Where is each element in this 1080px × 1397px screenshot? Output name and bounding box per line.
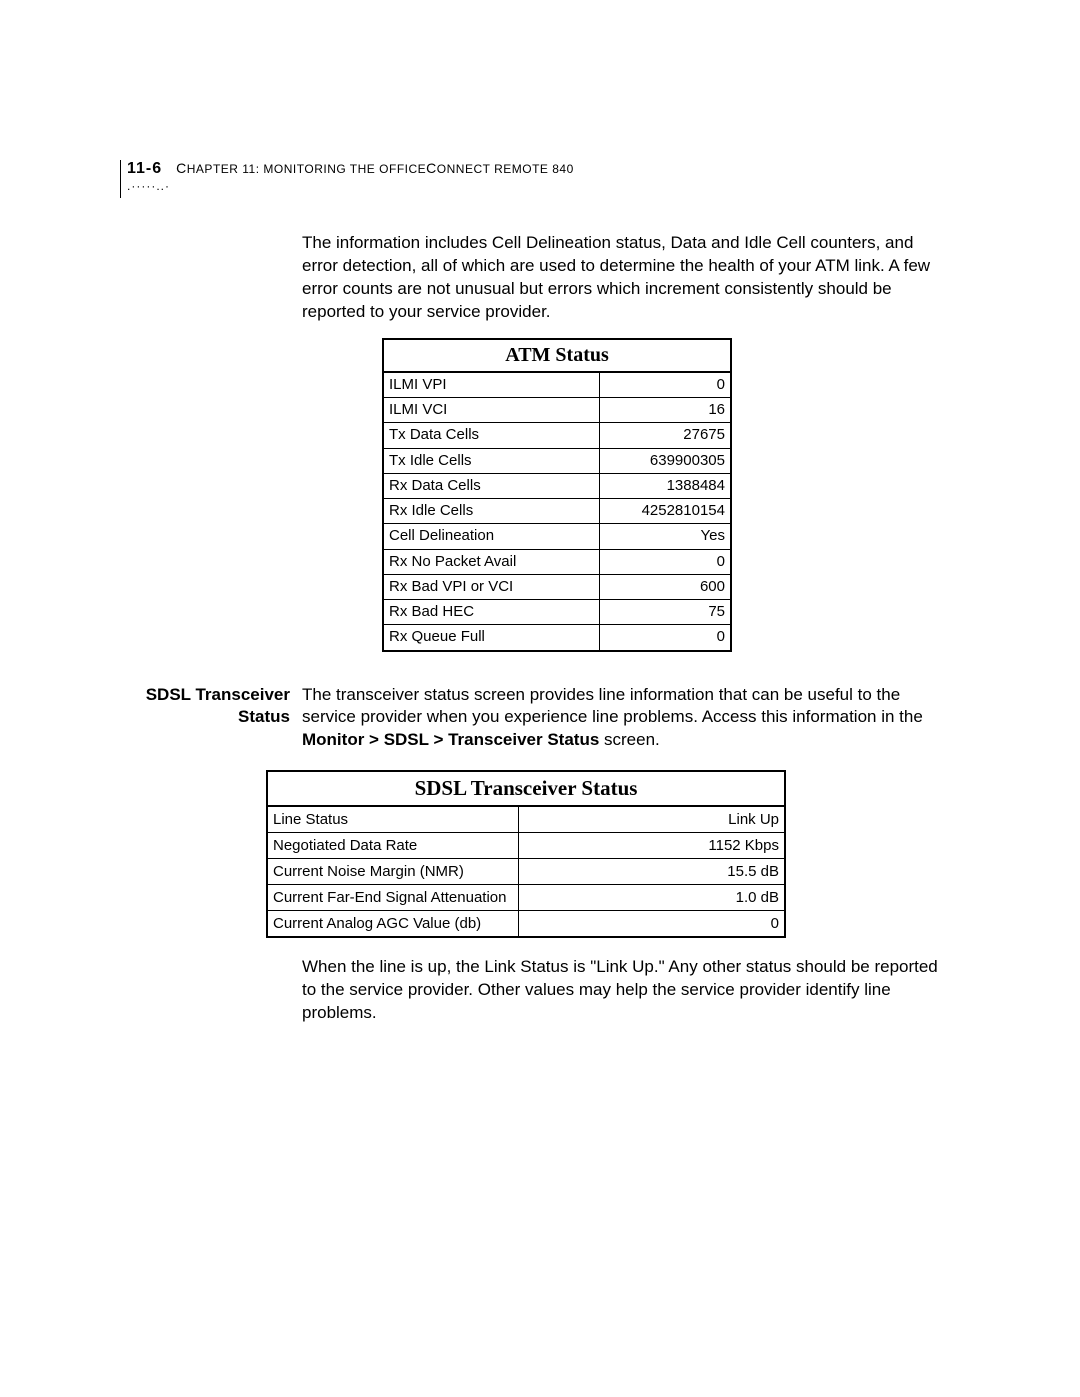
table-row: Current Far-End Signal Attenuation1.0 dB [267,885,785,911]
table-row: Current Noise Margin (NMR)15.5 dB [267,859,785,885]
table-row: Rx Data Cells1388484 [383,473,731,498]
table-row: Line StatusLink Up [267,806,785,833]
closing-paragraph: When the line is up, the Link Status is … [302,956,940,1025]
table-row: ILMI VCI16 [383,398,731,423]
table-row: ILMI VPI0 [383,372,731,398]
sdsl-table-title: SDSL Transceiver Status [267,771,785,806]
sdsl-status-table-wrap: SDSL Transceiver Status Line StatusLink … [266,770,940,938]
table-row: Rx No Packet Avail0 [383,549,731,574]
table-row: Rx Bad VPI or VCI600 [383,574,731,599]
content-area: The information includes Cell Delineatio… [120,232,940,1037]
header-dots-icon: .·····..· [127,180,960,192]
table-row: Cell DelineationYes [383,524,731,549]
sdsl-section-row: SDSL Transceiver Status The transceiver … [120,684,940,753]
sdsl-section-label: SDSL Transceiver Status [120,684,302,753]
atm-status-table: ATM Status ILMI VPI0 ILMI VCI16 Tx Data … [382,338,732,652]
header-border: 11-6 CHAPTER 11: MONITORING THE OFFICECO… [120,160,960,198]
table-row: Rx Queue Full0 [383,625,731,651]
table-row: Tx Data Cells27675 [383,423,731,448]
table-row: Rx Bad HEC75 [383,600,731,625]
table-row: Tx Idle Cells639900305 [383,448,731,473]
sdsl-intro-paragraph: The transceiver status screen provides l… [302,684,940,753]
chapter-title: CHAPTER 11: MONITORING THE OFFICECONNECT… [176,160,574,176]
intro-paragraph: The information includes Cell Delineatio… [302,232,940,324]
side-label-empty [120,232,302,324]
header-line: 11-6 CHAPTER 11: MONITORING THE OFFICECO… [127,160,960,178]
closing-row: When the line is up, the Link Status is … [120,956,940,1025]
table-row: Rx Idle Cells4252810154 [383,499,731,524]
table-row: Current Analog AGC Value (db)0 [267,911,785,938]
page: 11-6 CHAPTER 11: MONITORING THE OFFICECO… [0,0,1080,1397]
page-header: 11-6 CHAPTER 11: MONITORING THE OFFICECO… [120,160,960,198]
intro-row: The information includes Cell Delineatio… [120,232,940,324]
table-row: Negotiated Data Rate1152 Kbps [267,833,785,859]
atm-table-title: ATM Status [383,339,731,372]
atm-status-table-wrap: ATM Status ILMI VPI0 ILMI VCI16 Tx Data … [382,338,940,652]
sdsl-status-table: SDSL Transceiver Status Line StatusLink … [266,770,786,938]
side-label-empty-2 [120,956,302,1025]
page-number: 11-6 [127,160,162,178]
